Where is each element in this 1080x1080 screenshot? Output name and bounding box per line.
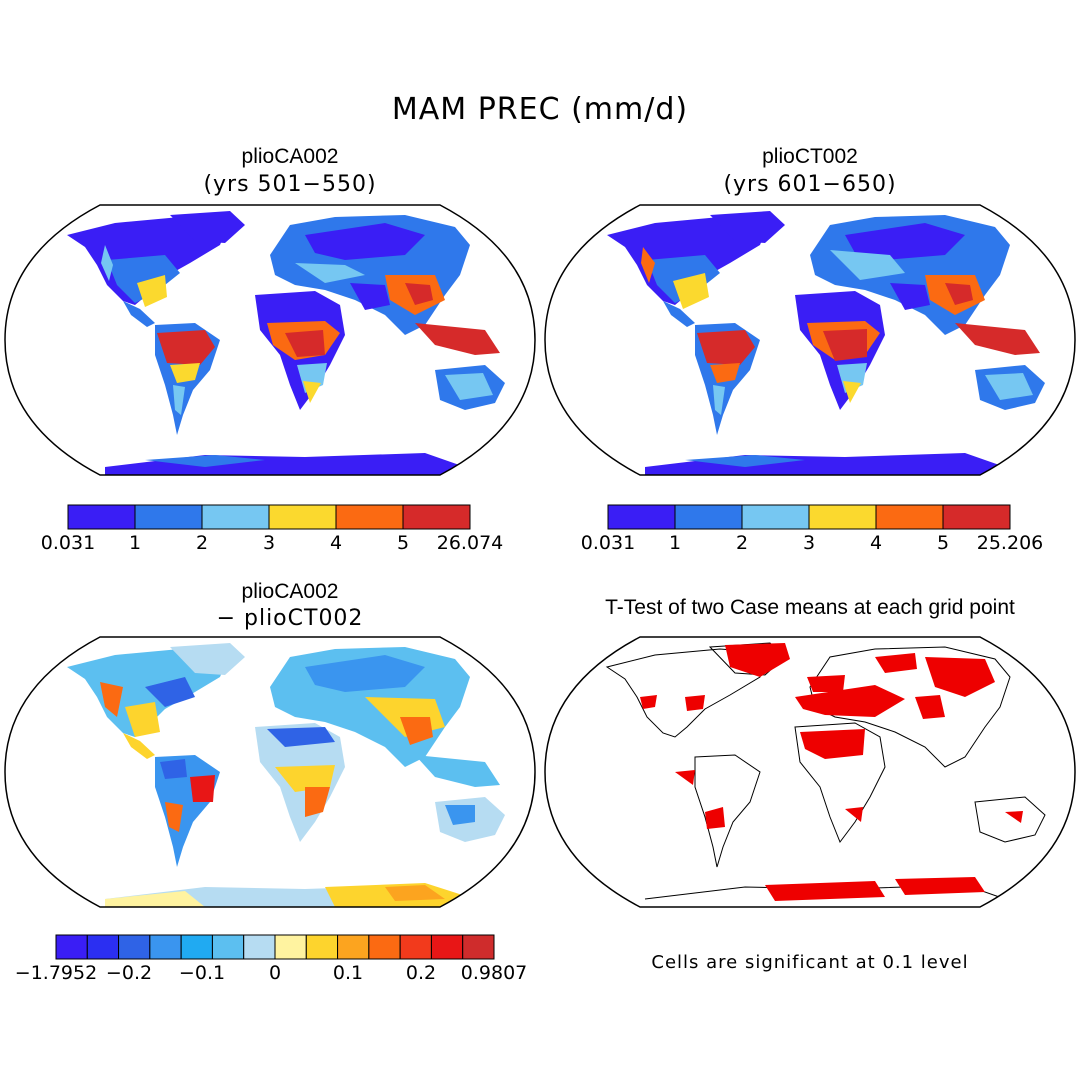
colorbar-segment (211, 934, 245, 960)
colorbar-tick-label: 3 (802, 532, 816, 554)
colorbar-tick-label: 2 (735, 532, 749, 554)
colorbar-segment (118, 934, 151, 960)
colorbar-tick-label: −0.1 (178, 962, 226, 984)
greenland-landmass (710, 211, 785, 243)
north-america-landmass (67, 649, 230, 737)
africa-outline (794, 722, 886, 844)
panel-subtitle-bottom-left: − plioCT002 (216, 606, 364, 631)
colorbar-segment (243, 934, 276, 960)
colorbar-tick-label: 4 (329, 532, 343, 554)
panel-title-top-left: plioCA002 (241, 145, 339, 168)
colorbar-tick-label: 0 (268, 962, 282, 984)
australia-outline (974, 796, 1046, 843)
colorbar-segment (674, 504, 743, 530)
colorbar-segment (335, 504, 404, 530)
colorbar-bottom-left (55, 934, 495, 960)
panel-title-bottom-left: plioCA002 (241, 580, 339, 603)
colorbar-segment (55, 934, 88, 960)
colorbar-tick-label: 4 (869, 532, 883, 554)
colorbar-tick-label: 0.2 (405, 962, 437, 984)
colorbar-segment (402, 504, 471, 530)
colorbar-segment (86, 934, 120, 960)
panel-subtitle-top-left: (yrs 501−550) (203, 172, 377, 197)
colorbar-top-left (67, 504, 471, 530)
colorbar-tick-label: 5 (396, 532, 410, 554)
colorbar-tick-label: 5 (936, 532, 950, 554)
colorbar-segment (134, 504, 203, 530)
eurasia-outline (809, 646, 1011, 768)
colorbar-segment (201, 504, 270, 530)
antarctica-landmass (645, 453, 1005, 475)
colorbar-segment (149, 934, 182, 960)
colorbar-segment (875, 504, 944, 530)
colorbar-tick-label: 3 (262, 532, 276, 554)
colorbar-tick-label: 26.074 (436, 532, 504, 554)
map-bottom-right (544, 636, 1076, 908)
colorbar-tick-label: −0.2 (105, 962, 153, 984)
colorbar-tick-label: 0.031 (580, 532, 636, 554)
colorbar-top-right (607, 504, 1011, 530)
colorbar-segment (942, 504, 1011, 530)
colorbar-segment (268, 504, 337, 530)
antarctica-landmass (105, 453, 465, 475)
significance-note: Cells are significant at 0.1 level (651, 952, 969, 973)
colorbar-segment (368, 934, 401, 960)
greenland-landmass (170, 211, 245, 243)
colorbar-segment (462, 934, 495, 960)
panel-title-top-right: plioCT002 (762, 145, 858, 168)
colorbar-tick-label: 2 (195, 532, 209, 554)
colorbar-tick-label: 1 (668, 532, 682, 554)
colorbar-segment (399, 934, 432, 960)
colorbar-tick-label: 25.206 (976, 532, 1044, 554)
map-bottom-left (4, 636, 536, 908)
colorbar-segment (607, 504, 676, 530)
greenland-landmass (170, 643, 245, 675)
panel-title-bottom-right: T-Test of two Case means at each grid po… (605, 596, 1015, 619)
map-top-left (4, 204, 536, 476)
colorbar-segment (274, 934, 307, 960)
colorbar-segment (808, 504, 877, 530)
colorbar-tick-label: 0.031 (40, 532, 96, 554)
map-border (544, 204, 1076, 476)
colorbar-segment (741, 504, 810, 530)
map-border (544, 636, 1076, 908)
colorbar-segment (430, 934, 464, 960)
south-america-outline (694, 754, 761, 868)
colorbar-segment (305, 934, 339, 960)
map-border (4, 204, 536, 476)
map-border (4, 636, 536, 908)
figure-title: MAM PREC (mm/d) (391, 92, 689, 127)
colorbar-tick-label: 1 (128, 532, 142, 554)
significance-cells (640, 643, 1023, 901)
colorbar-tick-label: −1.7952 (14, 962, 98, 984)
map-top-right (544, 204, 1076, 476)
colorbar-tick-label: 0.9807 (460, 962, 528, 984)
colorbar-tick-label: 0.1 (332, 962, 364, 984)
panel-subtitle-top-right: (yrs 601−650) (723, 172, 897, 197)
colorbar-segment (337, 934, 370, 960)
colorbar-segment (67, 504, 136, 530)
colorbar-segment (180, 934, 213, 960)
